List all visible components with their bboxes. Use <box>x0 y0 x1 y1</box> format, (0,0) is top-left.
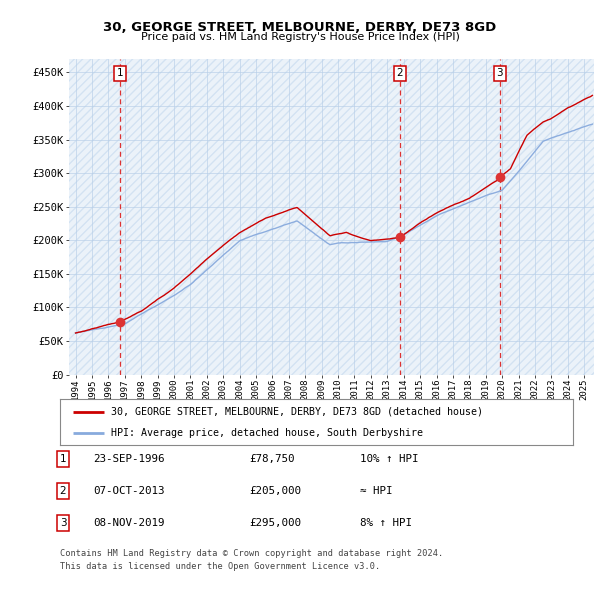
Text: 8% ↑ HPI: 8% ↑ HPI <box>360 518 412 527</box>
Text: 30, GEORGE STREET, MELBOURNE, DERBY, DE73 8GD (detached house): 30, GEORGE STREET, MELBOURNE, DERBY, DE7… <box>112 407 484 417</box>
Text: 1: 1 <box>117 68 124 78</box>
Text: ≈ HPI: ≈ HPI <box>360 486 392 496</box>
Text: 23-SEP-1996: 23-SEP-1996 <box>93 454 164 464</box>
Text: £205,000: £205,000 <box>249 486 301 496</box>
Text: Contains HM Land Registry data © Crown copyright and database right 2024.: Contains HM Land Registry data © Crown c… <box>60 549 443 558</box>
Text: 3: 3 <box>497 68 503 78</box>
Text: HPI: Average price, detached house, South Derbyshire: HPI: Average price, detached house, Sout… <box>112 428 424 438</box>
Text: 07-OCT-2013: 07-OCT-2013 <box>93 486 164 496</box>
Text: 2: 2 <box>59 486 67 496</box>
Text: 10% ↑ HPI: 10% ↑ HPI <box>360 454 419 464</box>
Text: 3: 3 <box>59 518 67 527</box>
Text: £295,000: £295,000 <box>249 518 301 527</box>
Text: 2: 2 <box>397 68 403 78</box>
Text: This data is licensed under the Open Government Licence v3.0.: This data is licensed under the Open Gov… <box>60 562 380 571</box>
Text: Price paid vs. HM Land Registry's House Price Index (HPI): Price paid vs. HM Land Registry's House … <box>140 32 460 42</box>
Text: £78,750: £78,750 <box>249 454 295 464</box>
Text: 30, GEORGE STREET, MELBOURNE, DERBY, DE73 8GD: 30, GEORGE STREET, MELBOURNE, DERBY, DE7… <box>103 21 497 34</box>
Text: 08-NOV-2019: 08-NOV-2019 <box>93 518 164 527</box>
Text: 1: 1 <box>59 454 67 464</box>
